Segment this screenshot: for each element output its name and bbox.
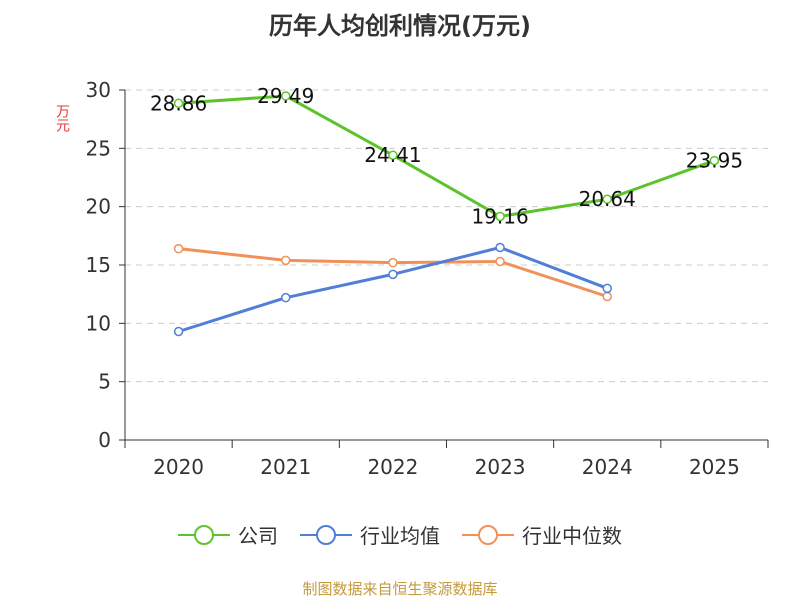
data-point [281, 255, 291, 266]
series-line-0 [178, 94, 715, 218]
data-label: 29.49 [257, 84, 314, 108]
x-tick-label: 2023 [475, 455, 526, 479]
legend-swatch [462, 524, 514, 545]
data-point [173, 98, 184, 109]
data-label: 23.95 [686, 149, 743, 173]
data-point [281, 292, 291, 303]
data-labels: 28.86 29.49 24.41 19.16 20.64 23.95 [150, 84, 743, 229]
source-note: 制图数据来自恒生聚源数据库 [302, 580, 498, 598]
x-tick-label: 2021 [260, 455, 311, 479]
legend-swatch-marker [194, 524, 214, 545]
legend-label: 行业中位数 [522, 524, 622, 548]
chart-title: 历年人均创利情况(万元) [269, 12, 531, 40]
legend-swatch [300, 524, 352, 545]
legend-swatch [178, 524, 230, 545]
legend: 公司 行业均值 行业中位数 [0, 520, 800, 549]
x-tick-label: 2020 [153, 455, 204, 479]
data-label: 20.64 [579, 187, 636, 211]
series-lines [173, 91, 720, 337]
x-tick-label: 2024 [582, 455, 633, 479]
y-tick-label: 5 [98, 370, 111, 394]
x-tick-label: 2025 [689, 455, 740, 479]
data-point [709, 155, 720, 166]
y-tick-label: 10 [86, 311, 111, 335]
x-tick-label: 2022 [367, 455, 418, 479]
y-tick-label: 20 [86, 195, 111, 219]
data-point [602, 194, 612, 204]
data-point [388, 150, 398, 160]
legend-item[interactable]: 行业均值 [300, 520, 440, 549]
legend-item[interactable]: 行业中位数 [462, 520, 622, 549]
data-point [495, 256, 505, 267]
y-tick-label: 15 [86, 253, 111, 277]
y-tick-label: 30 [86, 78, 111, 102]
data-label: 24.41 [364, 143, 421, 167]
data-point [173, 243, 184, 254]
data-point [495, 211, 505, 222]
y-axis-unit-label: 万元 [54, 104, 70, 132]
legend-swatch-marker [316, 524, 336, 545]
data-point [602, 283, 612, 294]
gridlines [125, 89, 768, 383]
data-point [388, 269, 398, 280]
data-point [388, 257, 398, 268]
y-tick-label: 25 [86, 136, 111, 160]
legend-label: 行业均值 [360, 524, 440, 548]
data-label: 28.86 [150, 91, 207, 115]
data-label: 19.16 [471, 204, 528, 228]
legend-swatch-marker [478, 524, 498, 545]
data-point [281, 91, 291, 101]
y-tick-label: 0 [98, 428, 111, 452]
legend-item[interactable]: 公司 [178, 520, 278, 549]
legend-label: 公司 [238, 524, 278, 548]
data-point [602, 291, 612, 302]
data-point [173, 326, 184, 337]
data-point [495, 242, 505, 253]
